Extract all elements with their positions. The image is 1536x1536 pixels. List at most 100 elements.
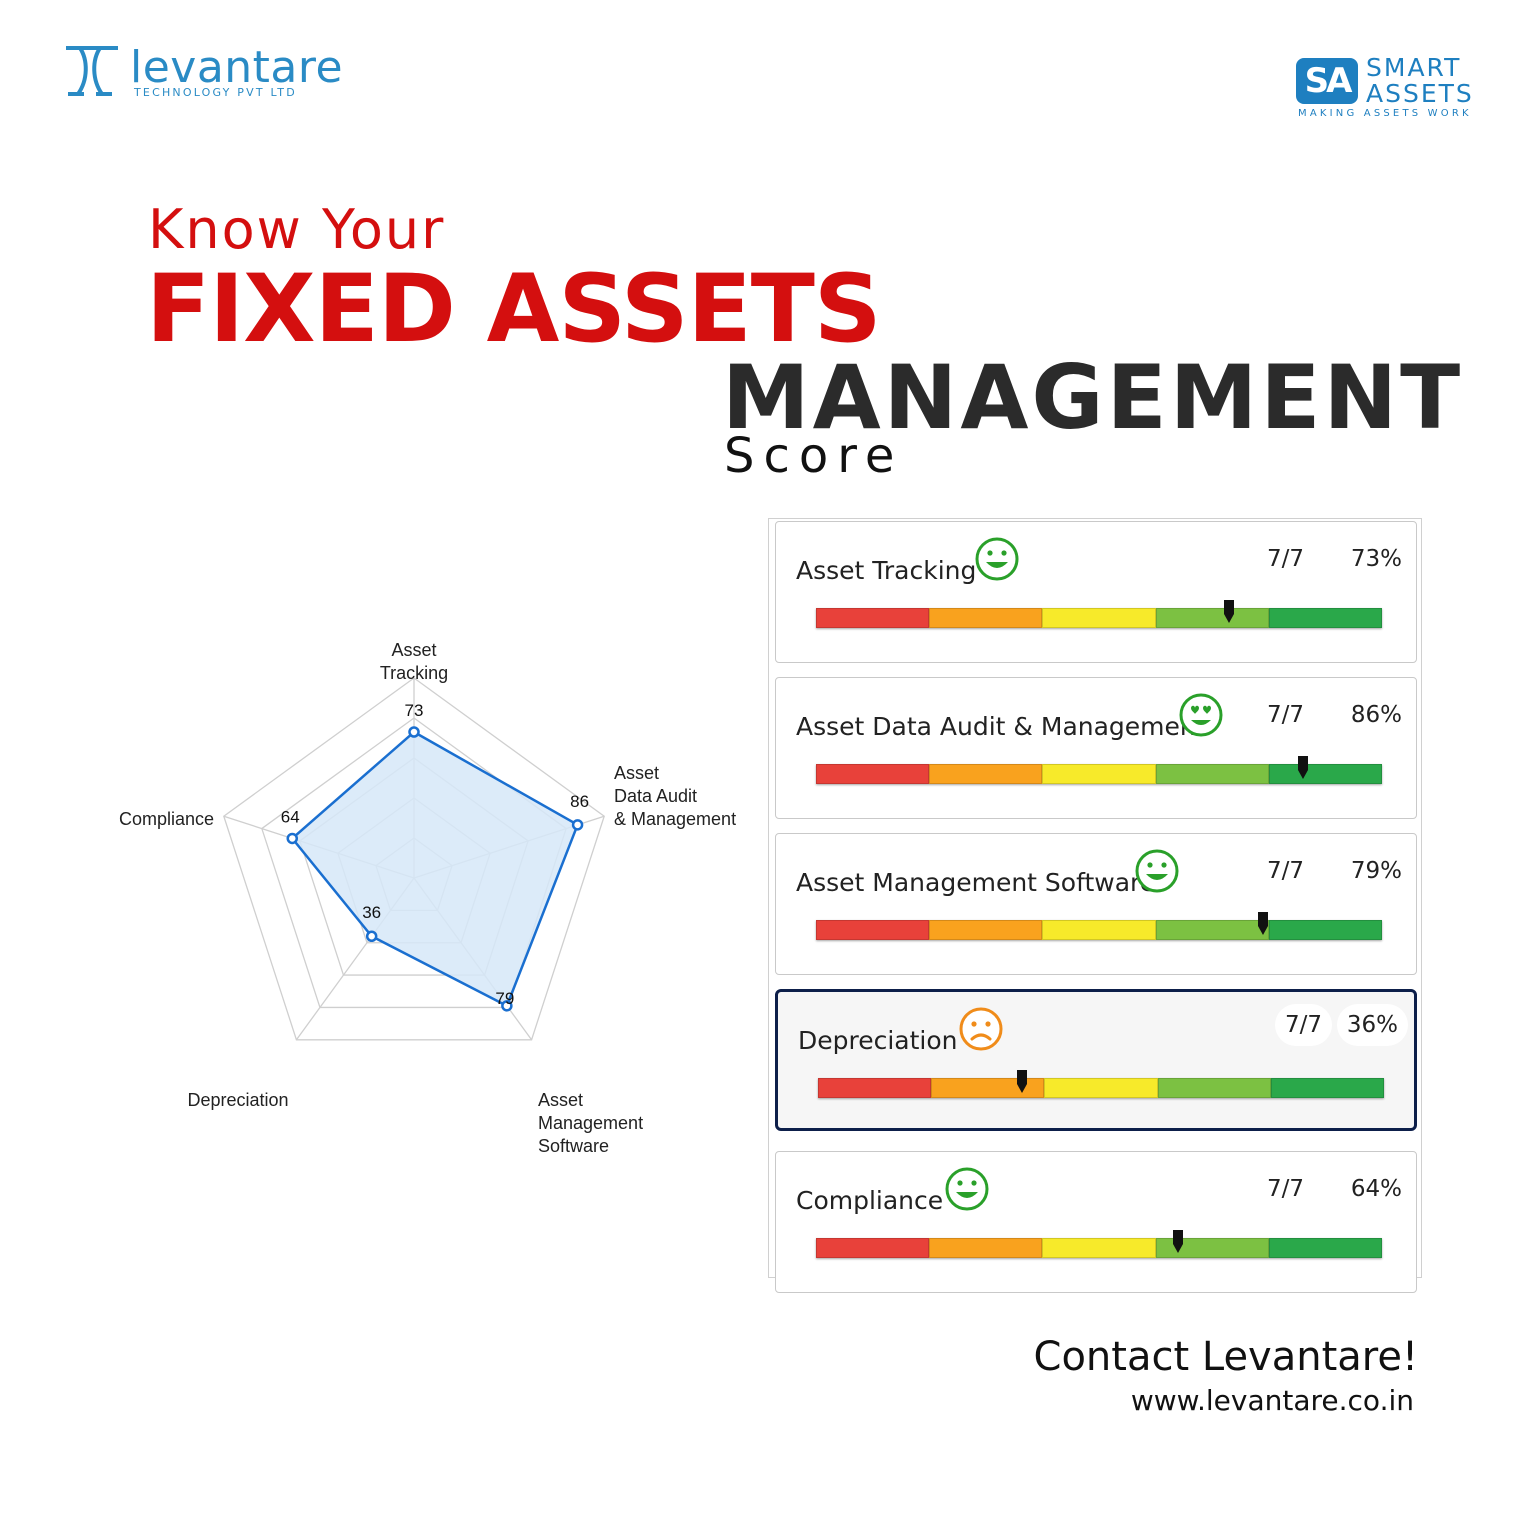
radar-value-label: 73	[405, 701, 424, 720]
scale-segment	[816, 920, 930, 940]
score-card-percent: 36%	[1336, 1004, 1408, 1046]
website-link[interactable]: www.levantare.co.in	[1130, 1384, 1414, 1417]
score-scale-bar	[818, 1070, 1385, 1098]
score-marker-icon	[1223, 600, 1235, 624]
radar-axis-label-line: Asset	[391, 640, 436, 660]
radar-series: 73 86 79 36 64	[281, 701, 589, 1012]
radar-axis-label: Depreciation	[187, 1090, 288, 1110]
score-card-score: 7/7	[1266, 546, 1304, 572]
score-card-label: Asset Data Audit & Management	[796, 712, 1206, 741]
smile-face-icon	[1134, 848, 1180, 899]
scale-segment	[1042, 920, 1156, 940]
radar-axis-label-line: Tracking	[380, 663, 448, 683]
radar-chart: 73 86 79 36 64 Asset Tracking Asset Data Audit &…	[119, 640, 736, 1156]
radar-axis-label-line: Data Audit	[614, 786, 697, 806]
radar-axis-labels: Asset Tracking Asset Data Audit & Management…	[119, 640, 736, 1156]
score-marker-icon	[1297, 756, 1309, 780]
score-card[interactable]: Asset Tracking 7/7 73%	[775, 521, 1417, 663]
scale-segment	[1270, 1078, 1385, 1098]
radar-axis-label: Compliance	[119, 809, 214, 829]
smart-assets-line1: SMART	[1366, 53, 1462, 82]
radar-point-2	[571, 819, 584, 831]
scale-segment	[1042, 1238, 1156, 1258]
score-card-percent: 73%	[1350, 546, 1402, 572]
headline-management: MANAGEMENT	[722, 346, 1464, 449]
scale-segment	[929, 764, 1043, 784]
heart-eyes-face-icon	[1178, 692, 1224, 743]
score-card-label: Asset Tracking	[796, 556, 977, 585]
scale-segment	[1155, 920, 1269, 940]
radar-value-label: 86	[570, 792, 589, 811]
scale-segment	[1044, 1078, 1158, 1098]
levantare-logo: levantare TECHNOLOGY PVT LTD	[62, 40, 362, 110]
scale-segment	[816, 1238, 930, 1258]
score-scale-bar	[816, 1230, 1383, 1258]
smile-face-icon	[944, 1166, 990, 1217]
radar-axis-label-line: & Management	[614, 809, 736, 829]
scale-segment	[1042, 764, 1156, 784]
score-card-score: 7/7	[1266, 702, 1304, 728]
scale-segment	[1268, 764, 1383, 784]
radar-point-5	[286, 832, 299, 845]
score-card-score: 7/7	[1266, 858, 1304, 884]
score-card-label: Depreciation	[798, 1026, 958, 1055]
scale-segment	[931, 1078, 1045, 1098]
smart-assets-mark: SA	[1296, 58, 1358, 104]
score-panel: Asset Tracking 7/7 73% Asset Data Audit & M…	[768, 518, 1422, 1293]
radar-value-label: 36	[362, 903, 381, 922]
radar-point-3	[501, 1000, 513, 1012]
scale-segment	[1155, 764, 1269, 784]
radar-axis-label-line: Asset	[538, 1090, 583, 1110]
radar-value-label: 64	[281, 807, 300, 826]
score-card-label: Compliance	[796, 1186, 944, 1215]
scale-segment	[1155, 1238, 1269, 1258]
radar-axis-label-line: Compliance	[119, 809, 214, 829]
score-card[interactable]: Depreciation 7/7 36%	[775, 989, 1417, 1131]
scale-segment	[1042, 608, 1156, 628]
radar-axis-label-line: Management	[538, 1113, 643, 1133]
score-card[interactable]: Asset Management Software 7/7 79%	[775, 833, 1417, 975]
scale-segment	[1268, 1238, 1383, 1258]
radar-axis-label: Asset Data Audit & Management	[614, 763, 736, 829]
scale-segment	[1268, 608, 1383, 628]
scale-segment	[1155, 608, 1269, 628]
radar-axis-label-line: Depreciation	[187, 1090, 288, 1110]
score-card-label: Asset Management Software	[796, 868, 1156, 897]
radar-axis-label-line: Asset	[614, 763, 659, 783]
score-card-score: 7/7	[1274, 1004, 1332, 1046]
scale-segment	[816, 764, 930, 784]
score-card-percent: 79%	[1350, 858, 1402, 884]
score-scale-bar	[816, 600, 1383, 628]
radar-axis-label: Asset Tracking	[380, 640, 448, 683]
score-marker-icon	[1172, 1230, 1184, 1254]
contact-heading: Contact Levantare!	[1033, 1334, 1418, 1380]
radar-point-1	[408, 726, 420, 738]
scale-segment	[929, 608, 1043, 628]
score-marker-icon	[1016, 1070, 1028, 1094]
smile-face-icon	[974, 536, 1020, 587]
score-card[interactable]: Asset Data Audit & Management 7/7 86%	[775, 677, 1417, 819]
frown-face-icon	[958, 1006, 1004, 1057]
score-scale-bar	[816, 912, 1383, 940]
score-card-percent: 64%	[1350, 1176, 1402, 1202]
score-card-percent: 86%	[1350, 702, 1402, 728]
score-card-score: 7/7	[1266, 1176, 1304, 1202]
levantare-mark-icon	[66, 46, 118, 96]
radar-axis-label-line: Software	[538, 1136, 609, 1156]
scale-segment	[929, 1238, 1043, 1258]
radar-value-label: 79	[495, 989, 514, 1008]
smart-assets-tagline: MAKING ASSETS WORK	[1298, 108, 1472, 119]
headline-know-your: Know Your	[148, 198, 446, 261]
scale-segment	[1268, 920, 1383, 940]
levantare-subtitle: TECHNOLOGY PVT LTD	[134, 86, 297, 99]
smart-assets-logo: SA SMART ASSETS MAKING ASSETS WORK	[1296, 53, 1486, 126]
score-marker-icon	[1257, 912, 1269, 936]
score-card[interactable]: Compliance 7/7 64%	[775, 1151, 1417, 1293]
scale-segment	[1157, 1078, 1271, 1098]
radar-series-area	[290, 730, 580, 1008]
radar-point-4	[365, 930, 378, 942]
scale-segment	[818, 1078, 932, 1098]
smart-assets-line2: ASSETS	[1366, 79, 1474, 108]
radar-ring-5	[223, 677, 605, 1041]
levantare-name: levantare	[130, 42, 344, 93]
